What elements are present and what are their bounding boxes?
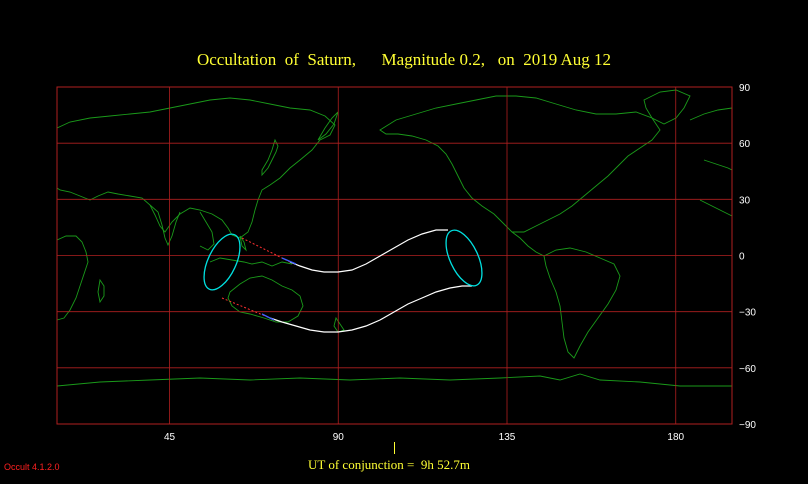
australia-coast [227, 275, 304, 323]
iberia-coast [703, 159, 733, 171]
latitude-label: −90 [739, 420, 756, 431]
indonesia-coast [209, 257, 293, 267]
longitude-label: 45 [164, 432, 176, 443]
longitude-label: 90 [333, 432, 345, 443]
latitude-label: −60 [739, 364, 756, 375]
india-coast [149, 204, 181, 247]
longitude-label: 135 [499, 432, 516, 443]
latitude-label: 60 [739, 139, 751, 150]
north-america-coast [379, 95, 661, 233]
greenland-coast [643, 89, 691, 125]
south-america-coast [543, 247, 621, 359]
latitude-label: 90 [739, 83, 751, 94]
sea-asia-coast [199, 211, 215, 251]
japan-coast [261, 138, 279, 177]
madagascar-coast [97, 278, 105, 304]
central-america-coast [511, 231, 545, 257]
antarctica-coast [56, 373, 732, 387]
philippines-coast [239, 235, 247, 252]
start-limb-ellipse [203, 233, 241, 291]
occultation-track [203, 229, 483, 333]
latitude-label: −30 [739, 308, 756, 319]
longitude-label: 180 [667, 432, 684, 443]
north-limit-path [289, 229, 448, 273]
south-limit-path [269, 285, 472, 333]
conjunction-marker [394, 442, 395, 454]
latitude-label: 0 [739, 252, 745, 263]
conjunction-time: UT of conjunction = 9h 52.7m [308, 457, 470, 472]
north-start-segment [281, 257, 297, 265]
west-africa-coast [699, 199, 733, 217]
asia-coast [56, 97, 336, 239]
page-title: Occultation of Saturn, Magnitude 0.2, on… [196, 50, 612, 69]
latitude-label: 30 [739, 195, 751, 206]
new-zealand-coast [333, 316, 345, 333]
graticule [56, 86, 733, 425]
end-limb-ellipse [445, 229, 483, 287]
africa-coast [56, 235, 89, 321]
south-twilight-dotted-line [221, 297, 271, 319]
version-label: Occult 4.1.2.0 [4, 462, 60, 472]
europe-coast [689, 107, 733, 121]
south-start-segment [261, 313, 275, 321]
coastlines [56, 89, 733, 387]
